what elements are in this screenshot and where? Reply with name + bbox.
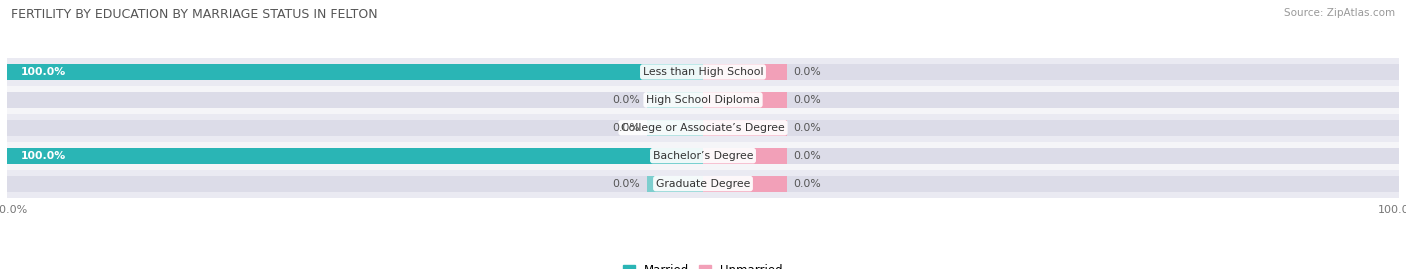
Text: Graduate Degree: Graduate Degree (655, 179, 751, 189)
Text: 0.0%: 0.0% (613, 95, 640, 105)
Bar (7, 120, 1399, 136)
Bar (7, 92, 1399, 108)
Bar (703, 92, 786, 108)
Text: College or Associate’s Degree: College or Associate’s Degree (621, 123, 785, 133)
Text: 0.0%: 0.0% (793, 95, 821, 105)
Bar (7, 64, 703, 80)
Bar (7, 175, 1399, 192)
Text: FERTILITY BY EDUCATION BY MARRIAGE STATUS IN FELTON: FERTILITY BY EDUCATION BY MARRIAGE STATU… (11, 8, 378, 21)
Bar (647, 120, 703, 136)
Text: 0.0%: 0.0% (613, 123, 640, 133)
Text: 0.0%: 0.0% (793, 179, 821, 189)
Text: 100.0%: 100.0% (21, 151, 66, 161)
Bar (7, 64, 1399, 80)
Bar (7, 86, 1399, 114)
Bar (703, 175, 786, 192)
Bar (647, 175, 703, 192)
Bar (7, 114, 1399, 142)
Bar (703, 148, 786, 164)
Text: 0.0%: 0.0% (793, 151, 821, 161)
Bar (703, 120, 786, 136)
Bar (7, 148, 703, 164)
Text: 100.0%: 100.0% (21, 67, 66, 77)
Text: Bachelor’s Degree: Bachelor’s Degree (652, 151, 754, 161)
Text: High School Diploma: High School Diploma (647, 95, 759, 105)
Bar (703, 64, 786, 80)
Text: 0.0%: 0.0% (613, 179, 640, 189)
Bar (7, 58, 1399, 86)
Text: 0.0%: 0.0% (793, 67, 821, 77)
Text: Less than High School: Less than High School (643, 67, 763, 77)
Text: 0.0%: 0.0% (793, 123, 821, 133)
Legend: Married, Unmarried: Married, Unmarried (623, 264, 783, 269)
Bar (7, 142, 1399, 170)
Bar (647, 92, 703, 108)
Text: Source: ZipAtlas.com: Source: ZipAtlas.com (1284, 8, 1395, 18)
Bar (7, 148, 1399, 164)
Bar (7, 170, 1399, 197)
